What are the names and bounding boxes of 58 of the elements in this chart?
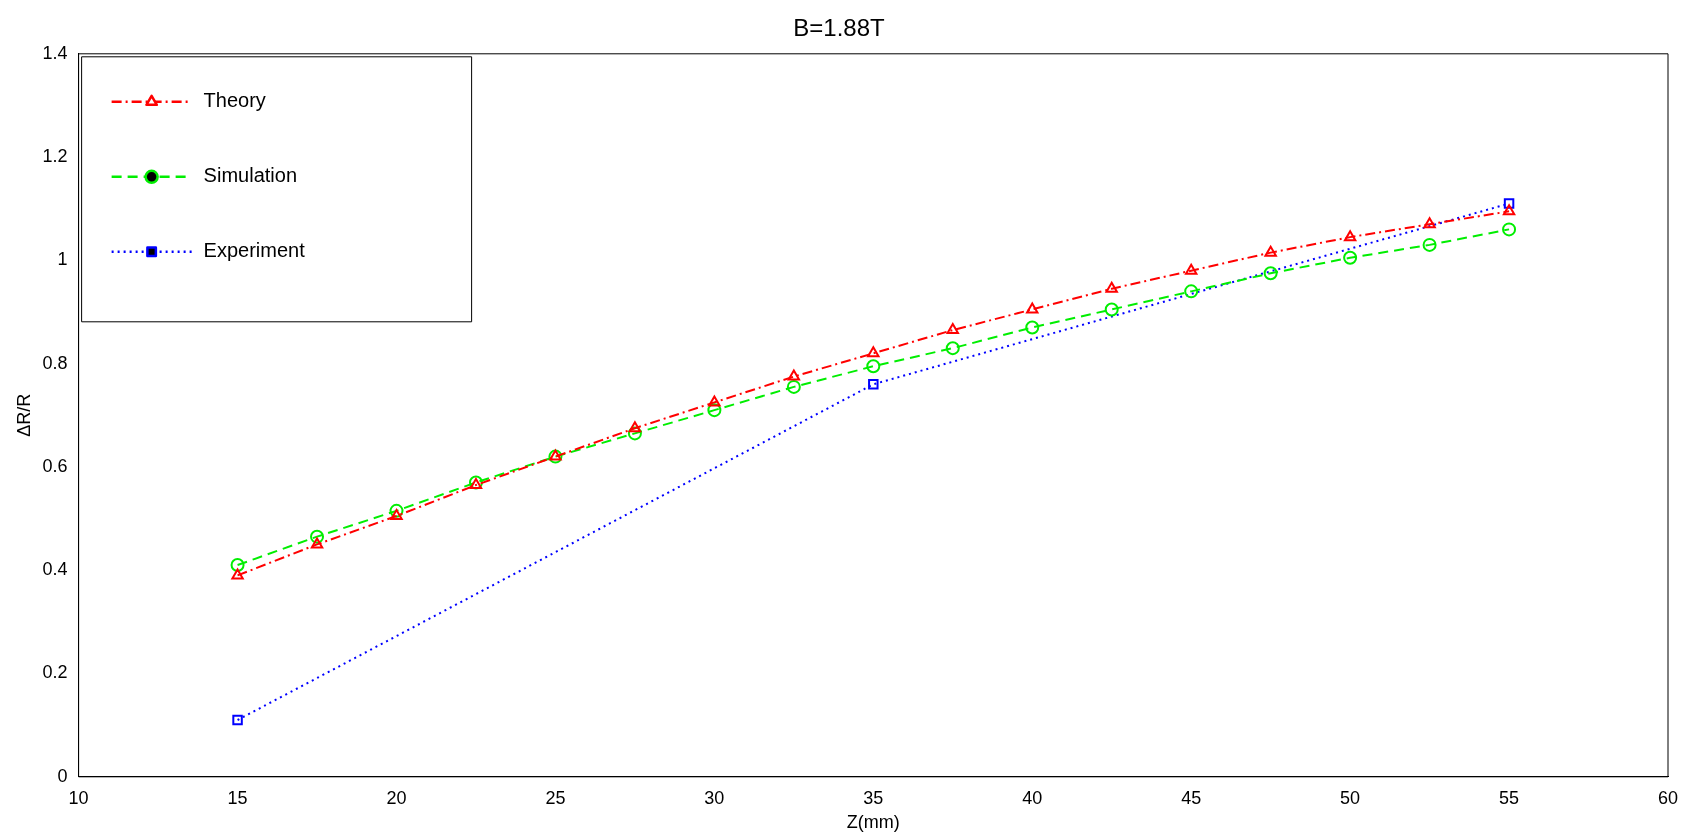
- point: [1503, 198, 1515, 209]
- y-tick-label: 0.4: [42, 559, 68, 580]
- point: [627, 426, 642, 441]
- x-tick-label: 30: [704, 787, 725, 808]
- point: [1502, 222, 1517, 237]
- point: [628, 421, 642, 433]
- x-tick-label: 60: [1657, 787, 1679, 808]
- x-axis-title: Z(mm): [846, 812, 900, 833]
- point: [232, 714, 243, 726]
- point: [946, 323, 959, 335]
- point: [389, 503, 404, 518]
- x-tick-label: 40: [1022, 787, 1043, 808]
- y-axis-title: ΔR/R: [13, 393, 34, 437]
- point: [1184, 263, 1198, 275]
- point: [1502, 204, 1516, 216]
- point: [1104, 302, 1119, 317]
- x-tick-label: 45: [1181, 787, 1202, 808]
- y-tick-label: 0.2: [42, 662, 68, 683]
- point: [231, 568, 244, 580]
- point: [787, 369, 801, 381]
- point: [230, 558, 245, 573]
- legend-label: Experiment: [203, 239, 306, 262]
- x-tick-label: 25: [545, 787, 566, 808]
- y-tick-label: 0: [57, 765, 68, 786]
- point: [707, 403, 722, 418]
- point: [786, 379, 801, 394]
- point: [1105, 281, 1118, 293]
- point: [867, 346, 880, 358]
- y-tick-label: 1: [57, 249, 68, 270]
- point: [708, 395, 721, 407]
- x-tick-label: 50: [1340, 787, 1361, 808]
- point: [1026, 302, 1039, 314]
- point: [1343, 230, 1357, 242]
- x-tick-label: 35: [863, 787, 884, 808]
- point: [1264, 245, 1277, 257]
- point: [1343, 250, 1358, 265]
- legend-label: Simulation: [203, 164, 298, 187]
- point: [310, 537, 324, 549]
- point: [1184, 284, 1199, 299]
- point: [1263, 266, 1278, 281]
- y-tick-label: 1.4: [42, 42, 68, 63]
- x-tick-label: 20: [386, 787, 407, 808]
- x-tick-label: 10: [68, 787, 89, 808]
- x-tick-label: 15: [227, 787, 248, 808]
- point: [945, 341, 960, 356]
- point: [1025, 320, 1040, 335]
- legend-label: Theory: [203, 89, 266, 112]
- point: [1423, 217, 1436, 229]
- point: [1422, 237, 1437, 252]
- y-tick-label: 0.6: [42, 455, 68, 476]
- point: [310, 529, 325, 544]
- point: [868, 379, 879, 390]
- point: [866, 359, 881, 374]
- point: [390, 509, 403, 520]
- y-tick-label: 1.2: [42, 146, 68, 167]
- x-tick-label: 55: [1499, 787, 1520, 808]
- y-tick-label: 0.8: [42, 352, 68, 373]
- chart-title: B=1.88T: [793, 14, 886, 42]
